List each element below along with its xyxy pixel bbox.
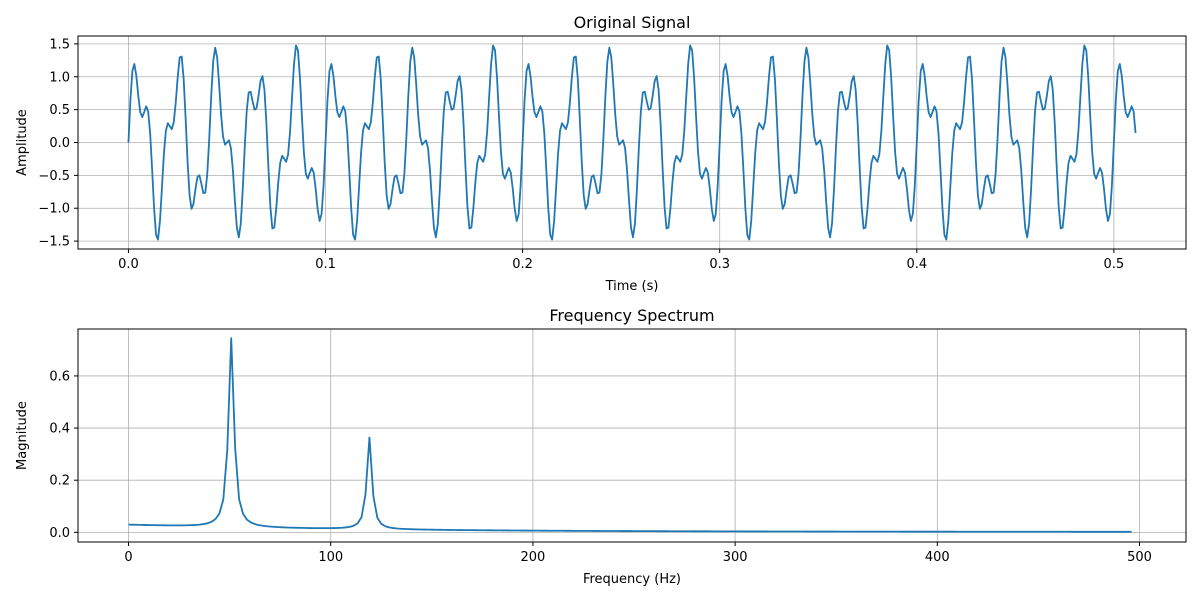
spectrum-y-tick-label: 0.0 — [49, 526, 70, 541]
spectrum-x-tick-label: 200 — [521, 550, 546, 565]
spectrum-y-tick-label: 0.4 — [49, 422, 70, 437]
time-y-tick-label: −0.5 — [38, 169, 70, 184]
time-signal-plot: Original Signal Time (s) Amplitude 0.0 0.… — [15, 13, 1187, 294]
frequency-spectrum-plot: Frequency Spectrum Frequency (Hz) Magnit… — [15, 306, 1187, 587]
time-plot-title: Original Signal — [574, 13, 691, 32]
spectrum-x-tick-label: 100 — [318, 550, 343, 565]
time-y-tick-label: −1.5 — [38, 235, 70, 250]
time-y-tick-label: 1.0 — [49, 70, 70, 85]
time-series-line — [127, 44, 1137, 241]
time-x-axis-label: Time (s) — [605, 279, 659, 294]
spectrum-y-tick-label: 0.2 — [49, 474, 70, 489]
spectrum-series-line — [128, 337, 1132, 533]
time-x-tick-label: 0.5 — [1104, 257, 1125, 272]
time-y-tick-label: 1.5 — [49, 37, 70, 52]
spectrum-plot-title: Frequency Spectrum — [549, 306, 714, 325]
time-x-tick-label: 0.0 — [118, 257, 139, 272]
spectrum-axes-frame — [77, 328, 1187, 543]
spectrum-x-tick-label: 400 — [925, 550, 950, 565]
time-x-tick-label: 0.1 — [315, 257, 336, 272]
time-y-tick-label: 0.0 — [49, 136, 70, 151]
spectrum-y-axis-label: Magnitude — [15, 401, 30, 470]
time-x-tick-label: 0.4 — [906, 257, 927, 272]
time-y-axis-label: Amplitude — [15, 109, 30, 176]
time-y-tick-label: −1.0 — [38, 202, 70, 217]
spectrum-y-tick-label: 0.6 — [49, 369, 70, 384]
spectrum-x-axis-label: Frequency (Hz) — [583, 572, 681, 587]
spectrum-x-tick-label: 0 — [124, 550, 132, 565]
time-y-tick-label: 0.5 — [49, 103, 70, 118]
time-x-tick-label: 0.3 — [709, 257, 730, 272]
spectrum-x-tick-label: 300 — [723, 550, 748, 565]
time-x-tick-label: 0.2 — [512, 257, 533, 272]
spectrum-x-tick-label: 500 — [1127, 550, 1152, 565]
